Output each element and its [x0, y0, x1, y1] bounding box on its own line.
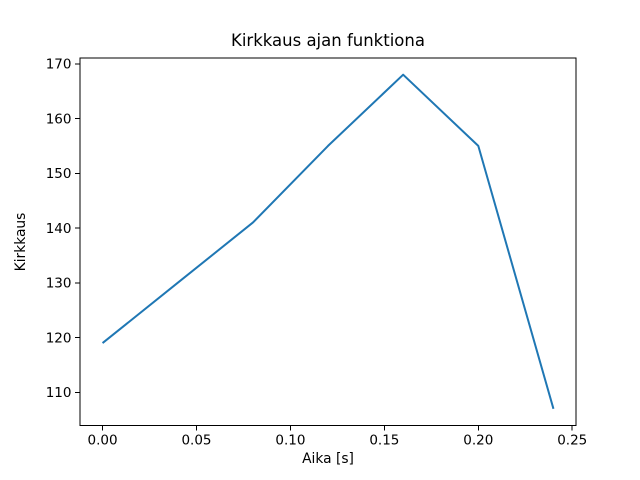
series-line [101, 73, 555, 410]
plot-area [79, 57, 577, 426]
x-tick-label: 0.25 [557, 433, 587, 449]
x-tick-label: 0.05 [181, 433, 211, 449]
y-tick-label: 110 [46, 385, 72, 401]
x-tick-label: 0.00 [88, 433, 118, 449]
x-axis-label: Aika [s] [302, 451, 354, 467]
x-tick-label: 0.10 [275, 433, 305, 449]
y-tick-label: 120 [46, 330, 72, 346]
axis-ticks [75, 63, 573, 431]
y-tick-label: 140 [46, 221, 72, 237]
y-axis-label: Kirkkaus [13, 213, 29, 272]
x-tick-label: 0.15 [369, 433, 399, 449]
axis-tick-labels: 0.00 0.05 0.10 0.15 0.20 0.25 110 120 130 140 150 1… [46, 57, 588, 449]
x-tick-label: 0.20 [463, 433, 493, 449]
y-tick-label: 130 [46, 276, 72, 292]
y-tick-label: 160 [46, 111, 72, 127]
chart-title: Kirkkaus ajan funktiona [231, 31, 425, 50]
y-tick-label: 150 [46, 166, 72, 182]
y-tick-label: 170 [46, 57, 72, 73]
